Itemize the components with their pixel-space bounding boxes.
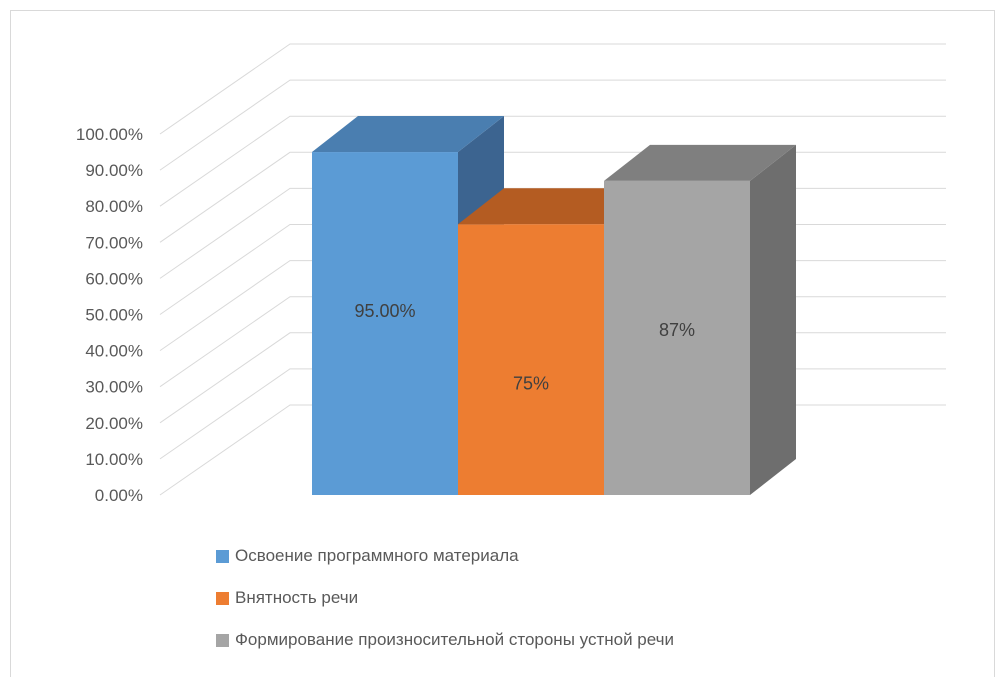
data-label: 95.00% — [354, 301, 415, 321]
gridline — [159, 43, 946, 135]
y-tick-label: 10.00% — [85, 450, 143, 469]
bar-top-face — [458, 188, 650, 225]
legend-label: Внятность речи — [235, 588, 359, 607]
y-tick-label: 80.00% — [85, 197, 143, 216]
legend-swatch — [216, 591, 229, 605]
data-label: 75% — [513, 373, 549, 393]
bar — [312, 152, 458, 496]
data-label: 87% — [659, 320, 695, 340]
y-tick-label: 40.00% — [85, 342, 143, 361]
y-tick-label: 100.00% — [76, 125, 143, 144]
y-tick-label: 50.00% — [85, 306, 143, 325]
bar — [458, 224, 604, 495]
legend-label: Формирование произносительной стороны ус… — [235, 630, 674, 649]
gridline — [159, 115, 946, 207]
gridline — [159, 79, 946, 171]
legend-item: Внятность речи — [216, 587, 674, 609]
y-tick-label: 30.00% — [85, 378, 143, 397]
y-tick-label: 20.00% — [85, 414, 143, 433]
bar-top-face — [312, 116, 504, 153]
y-tick-label: 0.00% — [95, 486, 143, 505]
legend-label: Освоение программного материала — [235, 546, 519, 565]
bar-side-face — [750, 144, 796, 495]
legend-item: Освоение программного материала — [216, 545, 674, 567]
legend-item: Формирование произносительной стороны ус… — [216, 629, 674, 651]
bar — [604, 180, 750, 495]
legend: Освоение программного материала Внятност… — [216, 545, 674, 671]
legend-swatch — [216, 633, 229, 647]
y-tick-label: 70.00% — [85, 233, 143, 252]
bar-top-face — [604, 144, 796, 181]
y-tick-label: 60.00% — [85, 269, 143, 288]
y-tick-label: 90.00% — [85, 161, 143, 180]
legend-swatch — [216, 549, 229, 563]
